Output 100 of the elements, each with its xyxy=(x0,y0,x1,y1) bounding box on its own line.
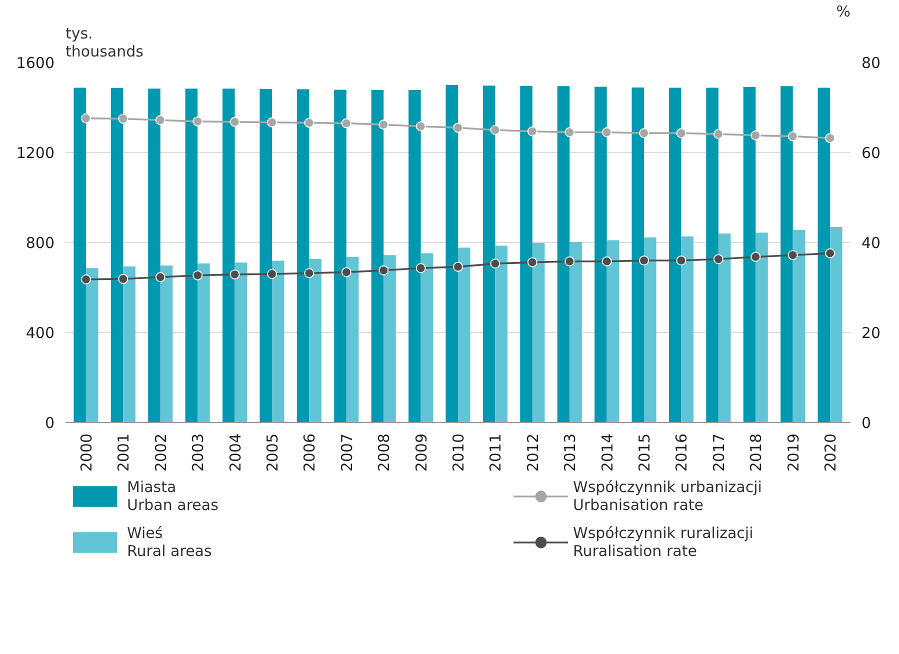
point xyxy=(266,117,277,128)
bar xyxy=(198,263,210,422)
x-tick-label: 2001 xyxy=(114,433,133,472)
bar xyxy=(222,88,235,422)
bar xyxy=(482,86,496,422)
bar xyxy=(86,268,98,422)
bar xyxy=(792,230,806,422)
point xyxy=(825,133,836,144)
point xyxy=(118,114,128,124)
y-tick-label: 400 xyxy=(26,324,55,342)
bar xyxy=(346,256,359,422)
point xyxy=(639,128,650,138)
x-tick-label: 2000 xyxy=(77,433,96,472)
bar xyxy=(296,89,310,422)
point xyxy=(416,263,426,274)
legend-label: Wieś Rural areas xyxy=(127,523,213,562)
bar xyxy=(384,255,396,422)
x-tick-label: 2005 xyxy=(263,433,282,472)
bar xyxy=(110,88,124,422)
point xyxy=(230,116,240,127)
bar xyxy=(74,88,86,422)
x-tick-label: 2019 xyxy=(784,433,802,472)
bar xyxy=(632,87,644,422)
y-tick-label: 1200 xyxy=(16,144,55,162)
y-tick-label: 800 xyxy=(26,234,55,252)
bar xyxy=(644,237,656,422)
legend-label: Współczynnik urbanizacji Urbanisation rate xyxy=(573,477,763,516)
bar xyxy=(458,248,470,422)
point xyxy=(155,272,166,282)
point xyxy=(118,274,128,284)
bar xyxy=(408,90,421,422)
y2-tick-label: 40 xyxy=(862,234,881,252)
y-tick-label: 1600 xyxy=(16,54,55,72)
point xyxy=(750,130,761,140)
point xyxy=(750,252,761,262)
point xyxy=(788,250,798,260)
x-tick-label: 2011 xyxy=(486,433,505,472)
point xyxy=(602,127,612,138)
bar xyxy=(594,86,607,422)
x-tick-label: 2009 xyxy=(412,433,430,472)
point xyxy=(266,269,277,279)
bar xyxy=(743,87,756,422)
point xyxy=(155,115,166,126)
point xyxy=(676,256,686,266)
bar xyxy=(606,240,620,422)
point xyxy=(378,120,389,130)
bar xyxy=(309,258,322,422)
bar xyxy=(234,262,248,422)
y2-tick-label: 80 xyxy=(862,54,881,72)
bar xyxy=(780,86,793,422)
point xyxy=(80,113,91,124)
x-tick-label: 2007 xyxy=(338,433,356,472)
bar xyxy=(668,88,682,422)
bar xyxy=(495,246,508,422)
x-tick-label: 2018 xyxy=(747,433,766,472)
bar xyxy=(756,232,768,422)
bar xyxy=(446,85,458,422)
bar xyxy=(718,234,731,422)
point xyxy=(192,270,203,280)
legend-label: Współczynnik ruralizacji Ruralisation rate xyxy=(573,523,754,562)
y2-tick-label: 0 xyxy=(862,414,872,432)
point xyxy=(230,269,240,280)
x-tick-label: 2015 xyxy=(636,433,654,472)
point xyxy=(304,268,314,278)
bar xyxy=(570,242,582,422)
bar xyxy=(260,89,272,422)
x-tick-label: 2010 xyxy=(450,433,468,472)
point xyxy=(453,122,463,133)
x-tick-label: 2002 xyxy=(152,433,170,472)
bar xyxy=(420,253,434,422)
point xyxy=(825,248,836,258)
bar xyxy=(185,88,198,422)
point xyxy=(676,128,686,138)
bar xyxy=(706,88,718,422)
bar xyxy=(818,88,830,422)
point xyxy=(602,256,612,266)
point xyxy=(453,262,463,272)
x-tick-label: 2016 xyxy=(672,433,691,472)
bar xyxy=(557,86,570,422)
bar xyxy=(830,226,842,422)
point xyxy=(304,118,314,128)
point xyxy=(341,267,352,278)
point xyxy=(490,125,500,135)
point xyxy=(564,256,575,266)
point xyxy=(341,118,352,128)
y2-tick-label: 20 xyxy=(862,324,881,342)
x-tick-label: 2006 xyxy=(300,433,319,472)
bar xyxy=(160,265,173,422)
x-tick-label: 2012 xyxy=(524,433,542,472)
point xyxy=(527,126,538,136)
point xyxy=(639,256,650,266)
x-tick-label: 2003 xyxy=(189,433,208,472)
point xyxy=(527,257,538,268)
x-tick-label: 2020 xyxy=(822,433,840,472)
point xyxy=(713,254,724,264)
bar xyxy=(148,88,160,422)
bar xyxy=(520,86,532,422)
point xyxy=(490,258,500,269)
y-tick-label: 0 xyxy=(44,414,55,432)
bar xyxy=(681,236,694,422)
